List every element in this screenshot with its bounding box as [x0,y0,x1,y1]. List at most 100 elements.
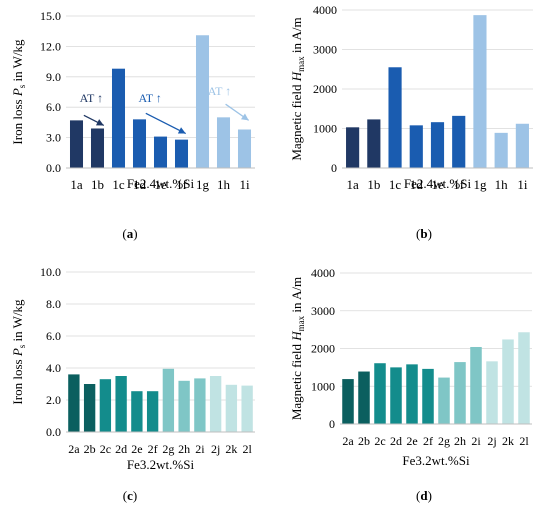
x-tick-label: 2g [162,442,174,456]
y-tick-label: 1000 [311,379,335,393]
x-tick-label: 1e [154,177,167,192]
bar-1e [153,136,168,168]
panel-label: (a) [122,226,137,241]
chart-panel-b: 0 1000 2000 3000 4000 1a 1b 1c 1d 1e 1f 1g 1h 1i Fe2.4… [289,3,533,241]
y-tick-label: 0.0 [46,425,61,439]
bar-1i [237,129,252,168]
x-tick-label: 2f [148,442,158,456]
y-tick-label: 3.0 [46,131,61,145]
bar-2c [374,363,386,424]
bar-1c [388,67,402,168]
bar-2g [438,377,450,424]
y-axis-title: Iron loss Ps in W/kg [10,39,27,145]
y-tick-label: 2000 [313,82,337,96]
x-tick-label: 1g [196,177,210,192]
y-tick-label: 9.0 [46,70,61,84]
bar-2e [406,364,418,424]
x-tick-label: 2l [242,442,252,456]
chart-panel-c: 0.0 2.0 4.0 6.0 8.0 10.0 2a 2b 2c 2d 2e 2f 2g 2h 2i 2j 2… [10,265,255,503]
y-tick-label: 0 [329,417,335,431]
panel-label: (b) [416,226,432,241]
x-tick-label: 2i [471,434,481,448]
y-tick-label: 15.0 [40,9,61,23]
annotation-arrow-head [95,119,104,126]
bar-2b [83,384,96,432]
x-tick-label: 1a [70,177,83,192]
y-tick-label: 4.0 [46,361,61,375]
bar-1f [452,115,466,168]
y-tick-label: 12.0 [40,39,61,53]
panel-label: (d) [416,488,432,503]
bar-2a [68,374,80,432]
bar-1c [111,68,126,168]
x-tick-label: 2a [68,442,80,456]
y-tick-label: 0.0 [46,161,61,175]
x-tick-label: 2i [195,442,205,456]
bar-2b [358,371,370,424]
chart-panel-d: 0 1000 2000 3000 4000 2a 2b 2c 2d 2e 2f 2g 2h 2i 2j 2k 2… [289,266,532,503]
x-tick-label: 2l [519,434,529,448]
x-tick-label: 1h [495,177,509,192]
bar-2i [194,378,206,432]
y-tick-label: 6.0 [46,100,61,114]
bar-2j [486,361,498,424]
x-tick-label: 2b [84,442,96,456]
x-tick-label: 1f [453,177,465,192]
y-tick-label: 4000 [311,266,335,280]
bar-1d [132,119,147,168]
x-tick-label: 2a [342,434,354,448]
annotation-label: AT ↑ [208,84,231,98]
y-tick-label: 2000 [311,342,335,356]
bar-1i [515,123,529,168]
x-axis-title: Fe2.4wt.%Si [127,176,195,191]
x-tick-label: 1d [133,177,147,192]
bar-2j [209,376,222,432]
x-tick-label: 1a [346,177,359,192]
annotation-arrow-head [177,127,186,134]
y-tick-label: 10.0 [40,265,61,279]
bar-1g [473,15,487,169]
x-tick-label: 2h [178,442,190,456]
x-tick-label: 2d [115,442,127,456]
x-tick-label: 2c [100,442,111,456]
panel-label: (c) [123,488,137,503]
x-tick-label: 2k [225,442,237,456]
x-axis-title: Fe3.2wt.%Si [127,457,195,472]
x-tick-label: 1i [517,177,528,192]
annotation-arrow-line [145,112,186,135]
x-tick-label: 2h [454,434,466,448]
bar-2l [518,332,530,424]
bar-2h [454,362,466,424]
bar-2f [146,391,159,432]
x-tick-label: 2g [438,434,450,448]
x-tick-label: 2j [487,434,496,448]
x-axis-title: Fe2.4wt.%Si [404,176,472,191]
y-tick-label: 3000 [311,304,335,318]
bar-2k [502,339,514,424]
chart-panel-a: 0.0 3.0 6.0 9.0 12.0 15.0 1a 1b 1c 1d 1e 1f 1g 1h 1i Fe… [10,9,255,241]
x-tick-label: 1i [239,177,250,192]
y-axis-title: Iron loss Ps in W/kg [10,299,27,405]
y-tick-label: 4000 [313,3,337,17]
x-tick-label: 2e [406,434,417,448]
x-tick-label: 2j [211,442,220,456]
x-tick-label: 1e [431,177,444,192]
annotation-arrow-head [240,113,249,121]
bar-2c [99,379,112,432]
bar-1b [367,119,381,168]
x-tick-label: 2f [423,434,433,448]
x-tick-label: 2d [390,434,402,448]
bar-1g [195,35,210,169]
y-tick-label: 0 [331,161,337,175]
bar-1d [409,125,423,168]
bar-1a [346,127,360,168]
x-tick-label: 2e [131,442,142,456]
bar-2a [342,379,354,424]
y-tick-label: 8.0 [46,297,61,311]
bar-1h [494,132,508,168]
y-tick-label: 2.0 [46,393,61,407]
y-tick-label: 3000 [313,43,337,57]
bar-1h [216,117,231,168]
y-axis-title: Magnetic field Hmax in A/m [289,17,306,160]
